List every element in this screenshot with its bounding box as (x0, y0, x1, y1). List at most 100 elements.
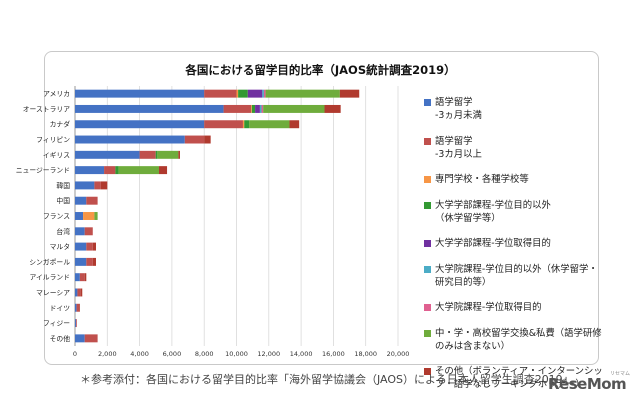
bar-segment (75, 104, 224, 113)
legend-label: 大学学部課程-学位目的以外 （休学留学等） (435, 199, 551, 224)
x-tick-label: 14,000 (290, 350, 313, 358)
legend-item: 大学学部課程-学位目的以外 （休学留学等） (424, 199, 604, 225)
bar-segment (139, 150, 156, 159)
y-category-label: アメリカ (43, 90, 70, 98)
bar-segment (75, 319, 76, 328)
y-category-label: シンガポール (29, 257, 70, 266)
legend-swatch (424, 137, 431, 145)
bar-segment (100, 181, 108, 190)
bar-segment (158, 166, 168, 175)
bar-segment (263, 104, 325, 113)
legend-swatch (424, 176, 431, 183)
legend-label: 中・学・高校留学交換&私費（語学研修のみは含まない） (435, 327, 602, 352)
bar-segment (75, 212, 84, 220)
bar-segment (251, 104, 256, 113)
y-category-label: 台湾 (56, 227, 70, 236)
bar-segment (94, 212, 98, 220)
bar-segment (251, 104, 252, 113)
chart-title: 各国における留学目的比率（JAOS統計調査2019） (185, 63, 456, 77)
bar-segment (265, 89, 340, 98)
x-tick-label: 18,000 (354, 350, 377, 358)
x-tick-label: 0 (73, 350, 77, 358)
y-category-label: その他 (50, 334, 71, 343)
legend-label: 大学学部課程-学位取得目的 (435, 238, 551, 249)
bar-segment (339, 89, 360, 98)
bar-segment (255, 104, 260, 113)
bar-segment (94, 181, 101, 190)
resemom-logo-sub: リセマム (610, 371, 631, 377)
bar-segment (86, 242, 93, 251)
y-category-label: 中国 (56, 196, 70, 205)
bar-segment (155, 150, 158, 159)
y-category-label: マレーシア (36, 289, 70, 297)
bar-segment (204, 135, 211, 144)
y-category-label: ドイツ (50, 304, 71, 312)
bar-segment (75, 334, 85, 343)
bar-segment (244, 120, 250, 129)
legend-item: その他（ボランティア・インターンシップ・語学なしワーキングホリデー） (424, 365, 604, 391)
bar-segment (249, 120, 290, 129)
legend-swatch (424, 265, 431, 273)
y-category-label: オーストラリア (23, 105, 70, 113)
bar-segment (242, 120, 245, 129)
footnote: ＊参考添付：各国における留学目的比率「海外留学協議会（JAOS）による日本人留学… (80, 373, 574, 386)
y-category-label: 韓国 (56, 181, 70, 190)
bar-segment (77, 288, 81, 297)
bar-segment (75, 257, 87, 266)
y-category-label: フィリピン (36, 136, 70, 144)
x-tick-label: 10,000 (225, 350, 248, 358)
bar-segment (238, 89, 248, 98)
bar-segment (247, 89, 263, 98)
bar-segment (263, 89, 266, 98)
legend-swatch (424, 368, 431, 375)
y-category-label: カナダ (50, 120, 71, 129)
legend-swatch (424, 304, 431, 311)
y-category-label: イギリス (43, 151, 70, 159)
bar-segment (75, 242, 87, 251)
bar-segment (223, 104, 252, 113)
x-tick-label: 12,000 (257, 350, 280, 358)
bar-segment (75, 319, 77, 328)
y-category-label: アイルランド (30, 274, 70, 282)
y-category-label: フィジー (43, 320, 70, 328)
bar-segment (79, 303, 80, 312)
bar-segment (204, 89, 237, 98)
legend-swatch (424, 99, 431, 106)
legend-label: 大学院課程-学位目的以外（休学留学・研究目的等） (435, 263, 598, 288)
bar-segment (118, 166, 159, 175)
bar-segment (75, 89, 205, 98)
bar-segment (289, 120, 300, 129)
legend-label: 語学留学 -3カ月以上 (435, 135, 482, 160)
bar-segment (104, 166, 116, 175)
bar-segment (259, 104, 262, 113)
bar-segment (84, 227, 93, 236)
bar-segment (84, 334, 98, 343)
chart-legend: 語学留学 -3ヵ月未満 語学留学 -3カ月以上専門学校・各種学校等大学学部課程-学… (424, 96, 604, 404)
legend-item: 語学留学 -3カ月以上 (424, 135, 604, 161)
bar-segment (79, 273, 85, 282)
bar-segment (76, 303, 80, 312)
legend-item: 大学院課程-学位目的以外（休学留学・研究目的等） (424, 263, 604, 289)
bar-segment (75, 135, 185, 144)
bar-segment (75, 181, 95, 190)
y-category-label: マルタ (50, 242, 70, 251)
legend-label: 語学留学 -3ヵ月未満 (435, 97, 482, 121)
legend-label: 専門学校・各種学校等 (435, 174, 529, 185)
x-tick-label: 16,000 (322, 350, 345, 358)
bar-segment (83, 212, 95, 220)
bar-segment (157, 150, 179, 159)
y-category-label: ニュージーランド (16, 167, 70, 175)
legend-item: 大学院課程-学位取得目的 (424, 301, 604, 314)
bar-segment (178, 150, 180, 159)
x-tick-label: 20,000 (387, 350, 410, 358)
legend-swatch (424, 329, 431, 337)
legend-swatch (424, 201, 431, 209)
bar-segment (324, 104, 341, 113)
legend-item: 専門学校・各種学校等 (424, 173, 604, 186)
bar-segment (86, 257, 93, 266)
legend-item: 中・学・高校留学交換&私費（語学研修のみは含まない） (424, 327, 604, 353)
x-tick-label: 6,000 (163, 350, 182, 358)
bar-segment (75, 166, 105, 175)
bar-segment (75, 303, 77, 312)
legend-item: 大学学部課程-学位取得目的 (424, 237, 604, 250)
